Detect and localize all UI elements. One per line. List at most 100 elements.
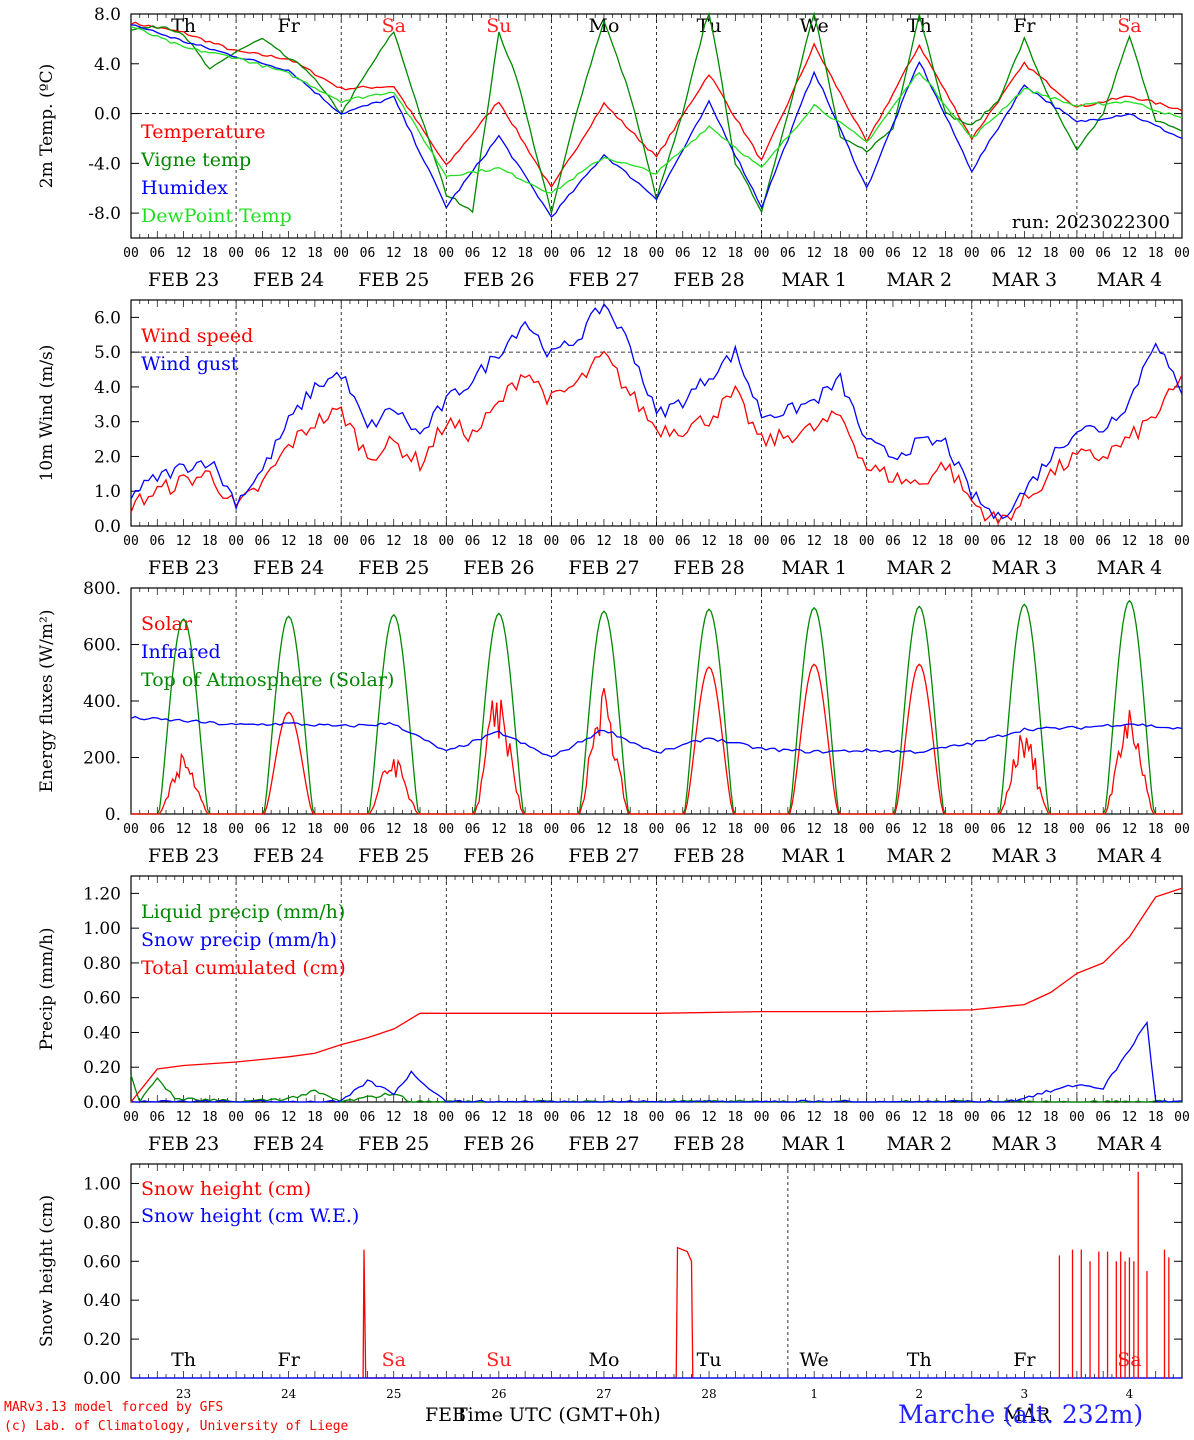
hour-tick-label: 06 <box>1095 246 1111 261</box>
day-label: MAR 2 <box>886 1133 952 1155</box>
hour-tick-label: 00 <box>649 1110 665 1125</box>
hour-tick-label: 18 <box>517 822 533 837</box>
y-axis-title: 10m Wind (m/s) <box>37 345 57 482</box>
hour-tick-label: 06 <box>675 822 691 837</box>
hour-tick-label: 18 <box>833 1110 849 1125</box>
day-label: FEB 28 <box>673 557 744 579</box>
hour-tick-label: 00 <box>1174 534 1190 549</box>
hour-tick-label: 18 <box>833 822 849 837</box>
hour-tick-label: 18 <box>727 246 743 261</box>
legend-entry: Temperature <box>141 121 265 143</box>
hour-tick-label: 18 <box>307 534 323 549</box>
day-label: FEB 26 <box>463 1133 534 1155</box>
day-number-label: 3 <box>1021 1387 1029 1401</box>
hour-tick-label: 12 <box>701 246 717 261</box>
hour-tick-label: 18 <box>833 534 849 549</box>
day-label: MAR 2 <box>886 845 952 867</box>
hour-tick-label: 12 <box>701 822 717 837</box>
hour-tick-label: 00 <box>1069 246 1085 261</box>
series-infrared <box>130 715 1183 758</box>
weekday-label: We <box>800 15 829 37</box>
day-number-label: 23 <box>176 1387 191 1401</box>
hour-tick-label: 12 <box>1017 1110 1033 1125</box>
weekday-label: Sa <box>382 1349 406 1371</box>
legend-entry: Snow precip (mm/h) <box>141 929 337 951</box>
hour-tick-label: 00 <box>859 534 875 549</box>
hour-tick-label: 12 <box>596 534 612 549</box>
hour-tick-label: 12 <box>1122 246 1138 261</box>
hour-tick-label: 00 <box>544 534 560 549</box>
y-axis-title: Snow height (cm) <box>37 1195 57 1347</box>
hour-tick-label: 06 <box>1095 1110 1111 1125</box>
hour-tick-label: 06 <box>149 822 165 837</box>
hour-tick-label: 12 <box>281 822 297 837</box>
hour-tick-label: 12 <box>911 534 927 549</box>
hour-tick-label: 06 <box>990 822 1006 837</box>
hour-tick-label: 12 <box>386 822 402 837</box>
hour-tick-label: 18 <box>412 1110 428 1125</box>
y-tick-label: 600. <box>83 636 121 656</box>
day-label: FEB 24 <box>253 269 324 291</box>
day-label: FEB 28 <box>673 845 744 867</box>
hour-tick-label: 18 <box>1043 246 1059 261</box>
hour-tick-label: 18 <box>517 1110 533 1125</box>
y-tick-label: 0.60 <box>83 1252 121 1272</box>
y-axis-title: Precip (mm/h) <box>37 927 57 1050</box>
day-label: MAR 4 <box>1097 557 1163 579</box>
hour-tick-label: 12 <box>596 1110 612 1125</box>
y-tick-label: 1.20 <box>83 884 121 904</box>
weekday-label: We <box>800 1349 829 1371</box>
hour-tick-label: 06 <box>990 246 1006 261</box>
legend-entry: Infrared <box>141 641 221 663</box>
weekday-label: Tu <box>697 15 722 37</box>
day-label: MAR 1 <box>781 845 847 867</box>
hour-tick-label: 12 <box>491 534 507 549</box>
weekday-label: Th <box>907 1349 932 1371</box>
y-tick-label: 5.0 <box>94 343 121 363</box>
day-label: FEB 24 <box>253 1133 324 1155</box>
hour-tick-label: 06 <box>360 822 376 837</box>
hour-tick-label: 06 <box>780 1110 796 1125</box>
legend-entry: Humidex <box>141 177 228 199</box>
y-tick-label: 800. <box>83 579 121 599</box>
hour-tick-label: 00 <box>228 534 244 549</box>
hour-tick-label: 12 <box>806 534 822 549</box>
hour-tick-label: 18 <box>1148 822 1164 837</box>
hour-tick-label: 06 <box>885 1110 901 1125</box>
hour-tick-label: 12 <box>176 1110 192 1125</box>
hour-tick-label: 06 <box>570 1110 586 1125</box>
hour-tick-label: 00 <box>754 822 770 837</box>
y-tick-label: -4.0 <box>88 154 121 174</box>
hour-tick-label: 18 <box>938 246 954 261</box>
y-tick-label: 0.00 <box>83 1093 121 1113</box>
day-label: FEB 28 <box>673 1133 744 1155</box>
weekday-label: Tu <box>697 1349 722 1371</box>
day-label: FEB 25 <box>358 269 429 291</box>
day-label: FEB 28 <box>673 269 744 291</box>
hour-tick-label: 06 <box>885 534 901 549</box>
day-number-label: 2 <box>915 1387 923 1401</box>
hour-tick-label: 18 <box>412 822 428 837</box>
legend-entry: Wind gust <box>141 353 239 375</box>
hour-tick-label: 12 <box>1122 822 1138 837</box>
series-wind-gust <box>130 302 1183 520</box>
day-label: FEB 27 <box>568 269 639 291</box>
hour-tick-label: 06 <box>465 246 481 261</box>
weekday-label: Mo <box>588 15 619 37</box>
day-label: FEB 25 <box>358 1133 429 1155</box>
hour-tick-label: 06 <box>255 822 271 837</box>
day-label: MAR 3 <box>992 1133 1058 1155</box>
y-tick-label: 0.20 <box>83 1330 121 1350</box>
hour-tick-label: 12 <box>911 246 927 261</box>
hour-tick-label: 06 <box>885 246 901 261</box>
y-tick-label: 0.80 <box>83 1213 121 1233</box>
hour-tick-label: 12 <box>1017 246 1033 261</box>
hour-tick-label: 06 <box>465 534 481 549</box>
legend-entry: Top of Atmosphere (Solar) <box>141 669 394 691</box>
day-label: MAR 2 <box>886 557 952 579</box>
series-wind-speed <box>130 350 1183 525</box>
day-number-label: 28 <box>701 1387 716 1401</box>
hour-tick-label: 12 <box>701 534 717 549</box>
x-axis-title: Time UTC (GMT+0h) <box>455 1404 661 1426</box>
hour-tick-label: 18 <box>1043 1110 1059 1125</box>
